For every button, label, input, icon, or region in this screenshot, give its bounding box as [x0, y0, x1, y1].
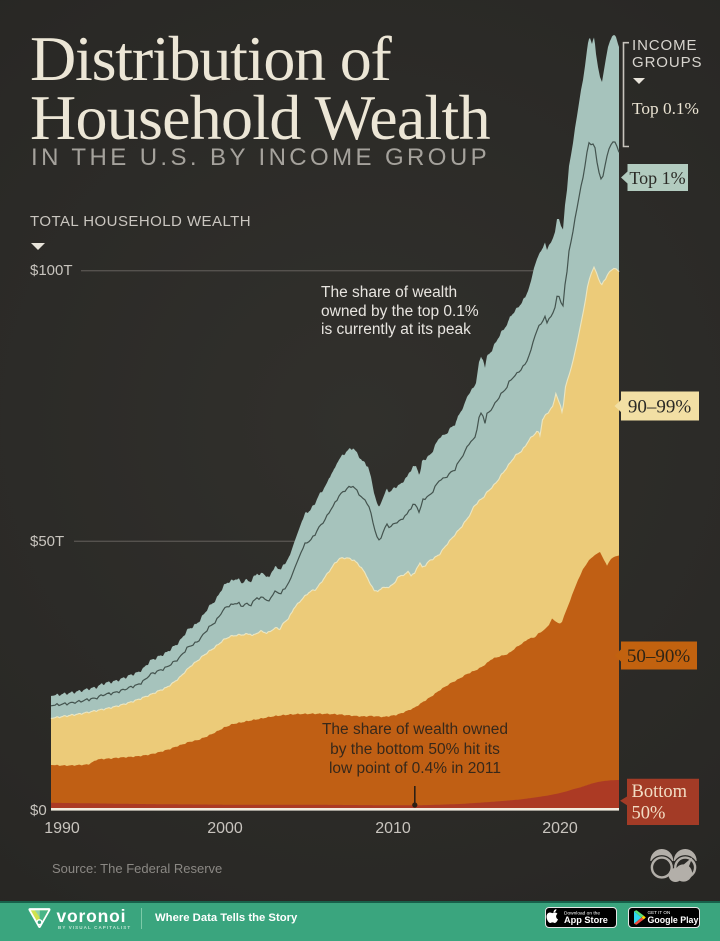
- svg-text:Google Play: Google Play: [648, 915, 699, 925]
- svg-text:Top 1%: Top 1%: [629, 168, 685, 188]
- svg-text:50–90%: 50–90%: [627, 646, 691, 667]
- svg-text:GET IT ON: GET IT ON: [648, 910, 671, 915]
- svg-text:50%: 50%: [632, 804, 666, 824]
- svg-text:App Store: App Store: [564, 915, 608, 925]
- svg-text:Bottom: Bottom: [632, 782, 688, 802]
- svg-text:Download on the: Download on the: [564, 911, 600, 917]
- svg-text:90–99%: 90–99%: [628, 397, 692, 418]
